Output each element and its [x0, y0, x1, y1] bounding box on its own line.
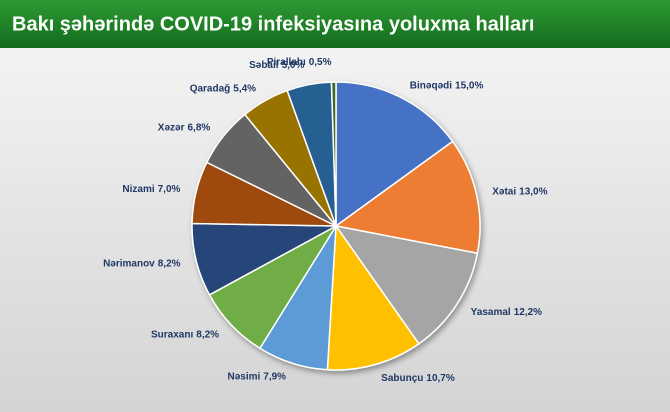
data-label: Xəzər 6,8%: [158, 122, 211, 133]
data-label: Nəsimi 7,9%: [227, 371, 286, 382]
data-label: Səbail 5,0%: [249, 59, 304, 70]
category-label: Nərimanov: [103, 258, 155, 269]
data-label: Xətai 13,0%: [492, 186, 547, 197]
pie-slice: [335, 81, 454, 228]
value-label: 13,0%: [519, 186, 547, 197]
value-label: 7,9%: [263, 371, 286, 382]
data-label: Pirallahı 0,5%: [267, 57, 332, 68]
value-label: 10,7%: [426, 373, 454, 384]
category-label: Pirallahı: [267, 57, 306, 68]
category-label: Binəqədi: [410, 80, 452, 91]
pie-slice: [326, 223, 420, 371]
value-label: 0,5%: [309, 57, 332, 68]
category-label: Qaradağ: [190, 83, 231, 94]
pie-slice: [330, 81, 337, 227]
value-label: 15,0%: [455, 80, 483, 91]
value-label: 5,0%: [282, 59, 305, 70]
data-label: Yasamal 12,2%: [471, 306, 543, 317]
data-label: Sabunçu 10,7%: [381, 373, 455, 384]
category-label: Yasamal: [471, 306, 511, 317]
category-label: Xətai: [492, 186, 516, 197]
data-label: Suraxanı 8,2%: [151, 329, 219, 340]
category-label: Səbail: [249, 59, 279, 70]
pie-slice: [334, 224, 479, 345]
data-label: Nərimanov 8,2%: [103, 258, 181, 269]
category-label: Suraxanı: [151, 329, 193, 340]
data-label: Qaradağ 5,4%: [190, 83, 256, 94]
header: [0, 0, 670, 48]
value-label: 8,2%: [158, 258, 181, 269]
category-label: Xəzər: [158, 122, 185, 133]
category-label: Nizami: [122, 183, 154, 194]
data-label: Nizami 7,0%: [122, 183, 180, 194]
pie: [191, 81, 481, 371]
value-label: 6,8%: [187, 122, 210, 133]
value-label: 7,0%: [158, 183, 181, 194]
chart-title: Bakı şəhərində COVID-19 infeksiyasına yo…: [12, 13, 534, 35]
value-label: 12,2%: [514, 306, 542, 317]
category-label: Nəsimi: [227, 371, 260, 382]
pie-slice: [334, 140, 481, 255]
data-label: Binəqədi 15,0%: [410, 80, 484, 91]
value-label: 8,2%: [196, 329, 219, 340]
category-label: Sabunçu: [381, 373, 423, 384]
value-label: 5,4%: [233, 83, 256, 94]
